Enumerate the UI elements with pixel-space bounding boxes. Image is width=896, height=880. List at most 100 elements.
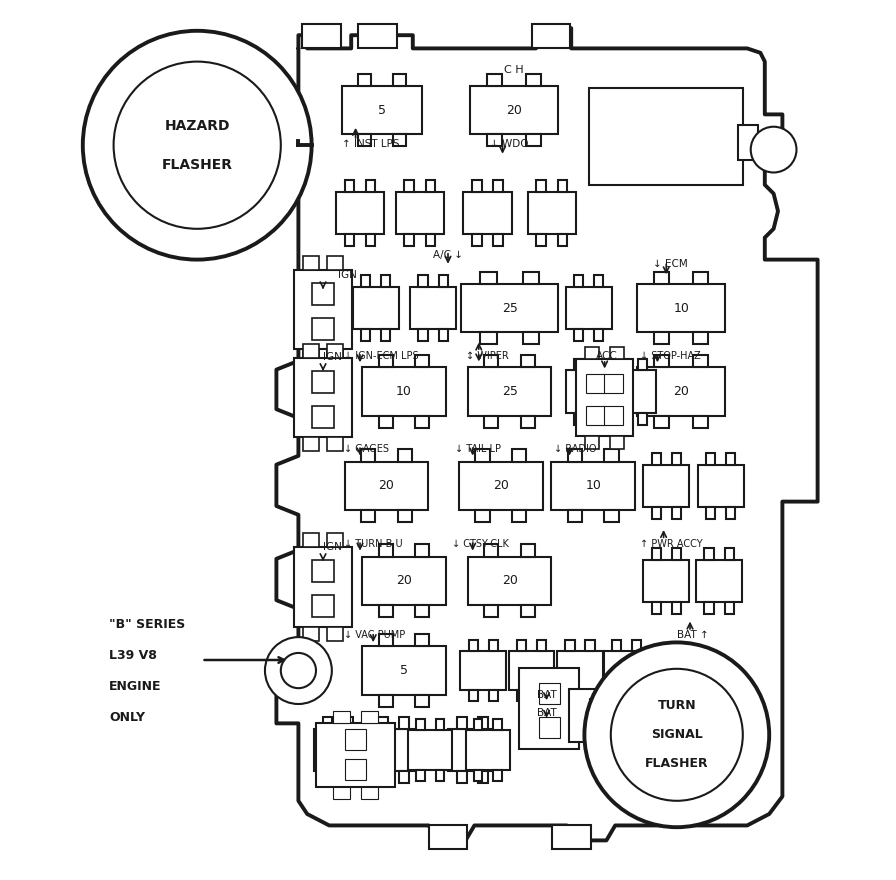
Bar [586, 374, 606, 393]
Bar [537, 641, 547, 651]
Bar [672, 453, 681, 465]
Bar [415, 605, 429, 617]
Bar [698, 465, 744, 507]
Bar [480, 272, 496, 283]
Bar [651, 602, 660, 613]
Bar [378, 695, 392, 707]
Text: 5: 5 [378, 104, 386, 116]
Text: ↑ INST LPS: ↑ INST LPS [342, 139, 400, 150]
Circle shape [611, 669, 743, 801]
Bar [605, 450, 619, 461]
Bar [618, 413, 627, 424]
Text: 20: 20 [378, 480, 394, 492]
Bar [605, 510, 619, 522]
Text: 20: 20 [506, 104, 522, 116]
Text: 20: 20 [493, 480, 509, 492]
Bar [344, 717, 354, 729]
Bar [327, 533, 343, 547]
Polygon shape [276, 28, 817, 840]
Bar [643, 465, 689, 507]
Bar [417, 719, 425, 730]
Bar [517, 641, 526, 651]
Bar [466, 730, 510, 769]
Bar [314, 729, 362, 771]
Bar [604, 406, 623, 425]
Bar [378, 717, 388, 729]
Bar [704, 602, 713, 613]
Bar [589, 88, 743, 185]
Bar [612, 641, 621, 651]
Bar [392, 134, 406, 146]
Bar [323, 771, 332, 782]
Bar [435, 769, 444, 781]
Text: 20: 20 [396, 575, 412, 587]
Circle shape [280, 653, 316, 688]
Bar [637, 367, 725, 415]
Bar [448, 729, 497, 771]
Bar [378, 605, 392, 617]
Bar [565, 690, 574, 700]
Bar [457, 771, 467, 782]
Bar [694, 415, 708, 428]
Bar [300, 287, 346, 329]
Bar [475, 510, 489, 522]
Text: ↑ PWR ACCY: ↑ PWR ACCY [640, 539, 702, 549]
Circle shape [265, 637, 332, 704]
Text: IGN: IGN [323, 352, 342, 363]
Bar [552, 825, 590, 849]
Text: HAZARD: HAZARD [165, 119, 230, 133]
Bar [484, 356, 498, 368]
Bar [487, 134, 502, 146]
Bar [312, 407, 334, 428]
Bar [426, 234, 435, 246]
Bar [308, 359, 317, 370]
Bar [345, 729, 366, 750]
Bar [300, 560, 346, 602]
Bar [494, 234, 503, 246]
Bar [468, 557, 551, 605]
Bar [526, 134, 541, 146]
Bar [329, 329, 338, 341]
Text: 20: 20 [502, 575, 518, 587]
Bar [488, 641, 498, 651]
Text: C H: C H [504, 65, 524, 76]
Bar [461, 651, 506, 690]
Bar [308, 275, 317, 287]
Bar [378, 356, 392, 368]
Bar [396, 192, 444, 234]
Bar [303, 256, 319, 270]
Bar [435, 719, 444, 730]
Bar [672, 602, 681, 613]
Bar [557, 234, 567, 246]
Text: 10: 10 [396, 385, 412, 398]
Text: L39 V8: L39 V8 [109, 649, 157, 662]
Bar [459, 462, 543, 510]
Bar [727, 453, 736, 465]
Bar [568, 450, 582, 461]
Bar [643, 560, 689, 602]
Bar [378, 545, 392, 557]
Bar [345, 462, 428, 510]
Bar [329, 413, 338, 424]
Bar [493, 769, 502, 781]
Bar [537, 690, 547, 700]
Bar [651, 548, 660, 560]
Text: FLASHER: FLASHER [645, 758, 709, 770]
Text: ↕ WIPER: ↕ WIPER [466, 350, 508, 361]
Bar [362, 646, 446, 695]
Bar [694, 356, 708, 368]
Bar [308, 602, 317, 613]
Bar [415, 695, 429, 707]
Bar [513, 450, 526, 461]
Bar [594, 329, 603, 341]
Bar [526, 74, 541, 86]
Bar [295, 270, 351, 349]
Bar [342, 85, 422, 134]
Bar [520, 668, 579, 749]
Bar [484, 605, 498, 617]
Bar [610, 347, 624, 359]
Bar [528, 192, 576, 234]
Bar [332, 711, 350, 723]
Bar [327, 437, 343, 451]
Circle shape [584, 642, 769, 827]
